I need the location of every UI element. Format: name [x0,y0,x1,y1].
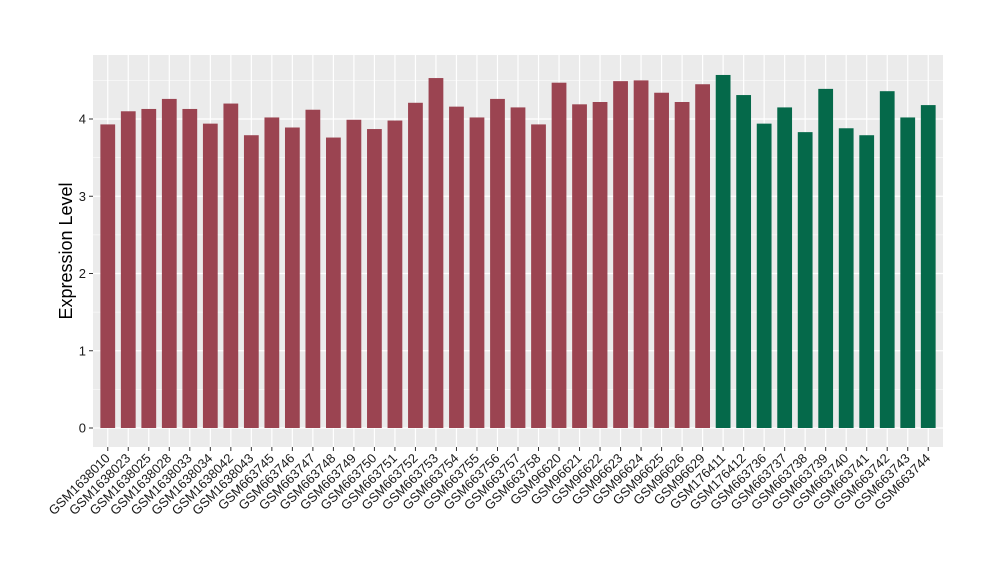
bar-GSM663752 [408,102,423,428]
bar-GSM663753 [428,78,444,429]
bar-GSM663758 [531,124,546,428]
y-tick-label: 2 [79,266,86,281]
bar-GSM96629 [695,84,710,429]
bar-GSM96621 [572,104,587,428]
y-tick-label: 0 [79,421,86,436]
bar-GSM176411 [715,74,731,428]
bar-GSM1638033 [182,108,198,429]
bar-GSM96623 [613,81,628,429]
y-tick-label: 1 [79,343,86,358]
bars [100,74,936,429]
bar-GSM663742 [879,91,895,428]
bar-GSM663749 [346,119,362,429]
bar-GSM663748 [326,137,341,429]
bar-GSM96622 [592,102,608,428]
bar-GSM663750 [367,129,382,429]
bar-GSM176412 [736,95,752,429]
bar-GSM1638028 [161,98,177,428]
bar-GSM663738 [797,132,813,428]
bar-GSM663751 [387,120,403,429]
bar-GSM663743 [900,117,916,428]
bar-GSM663755 [469,117,485,428]
bar-GSM663754 [449,106,464,428]
bar-GSM1638043 [243,135,259,428]
y-tick-label: 3 [79,189,86,204]
y-tick-label: 4 [79,112,86,127]
bar-GSM1638042 [223,103,239,429]
bar-GSM663737 [777,107,793,428]
bar-GSM663745 [264,117,280,428]
bar-GSM663739 [818,88,834,428]
bar-GSM663740 [838,128,854,428]
bar-GSM1638010 [100,124,116,428]
bar-GSM96620 [551,82,567,428]
bar-GSM663756 [490,98,505,428]
bar-GSM1638025 [141,108,157,429]
bar-GSM96626 [674,102,690,428]
bar-GSM96625 [654,92,669,429]
bar-GSM663747 [305,109,321,428]
bar-GSM663741 [859,135,875,428]
y-axis: 0 1 2 3 4 [79,112,93,436]
bar-GSM96624 [633,80,649,428]
bar-GSM663746 [284,127,300,428]
bar-GSM663736 [756,123,772,428]
bar-GSM663744 [920,105,936,428]
bar-GSM663757 [510,107,526,428]
y-axis-title: Expression Level [56,182,76,319]
bar-GSM1638034 [202,123,218,428]
x-axis: GSM1638010GSM1638023GSM1638025GSM1638028… [46,447,933,518]
bar-GSM1638023 [120,111,136,429]
